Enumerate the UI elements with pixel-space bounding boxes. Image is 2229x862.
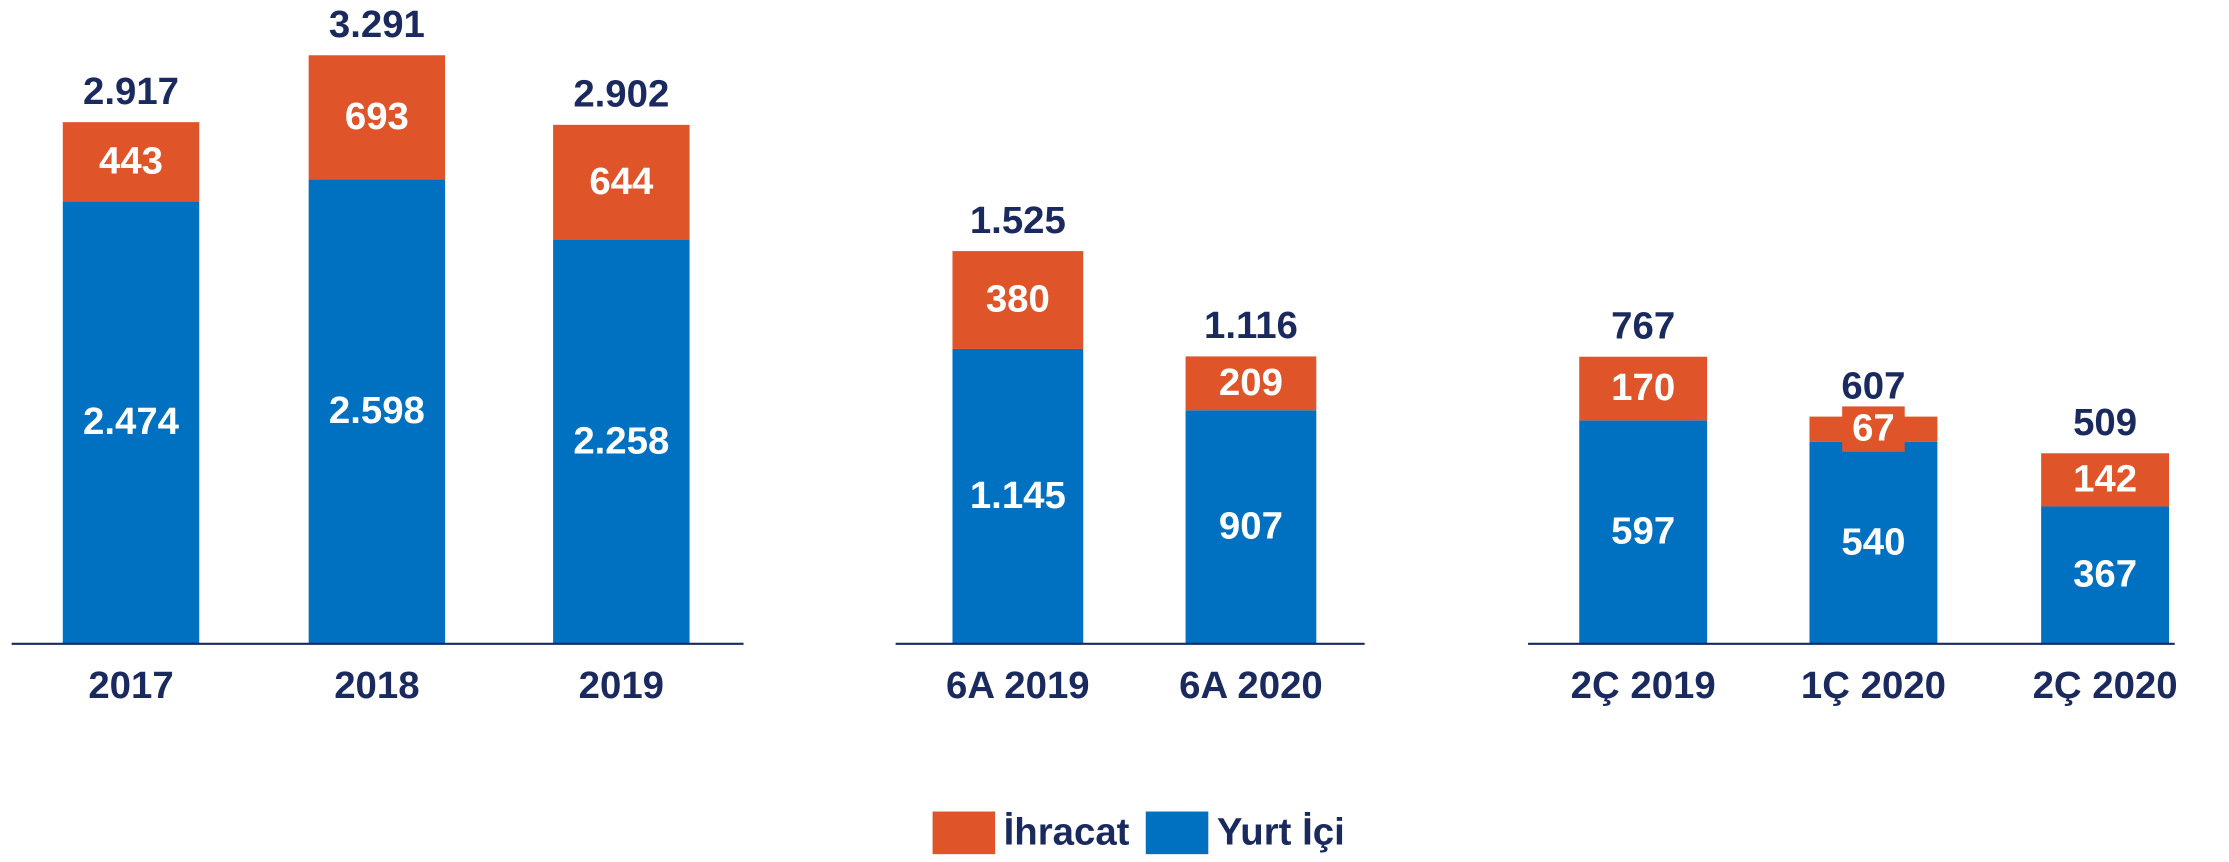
label-box [1842, 406, 1905, 452]
total-label: 3.291 [329, 3, 425, 46]
value-label: 693 [345, 95, 409, 138]
total-label: 767 [1611, 304, 1675, 347]
value-label: 170 [1611, 366, 1675, 409]
value-label: 209 [1219, 361, 1283, 404]
bar-segment [952, 348, 1084, 644]
value-label: 2.258 [573, 419, 669, 462]
legend-swatch [932, 811, 996, 855]
value-label: 540 [1841, 520, 1905, 563]
value-label: 380 [986, 278, 1050, 321]
bar-segment [1579, 420, 1708, 644]
total-label: 1.116 [1204, 304, 1298, 347]
value-label: 67 [1852, 407, 1895, 450]
bar-segment [2041, 453, 2170, 507]
x-tick-label: 6A 2019 [946, 664, 1090, 707]
value-label: 2.598 [329, 389, 425, 432]
value-label: 644 [589, 160, 654, 203]
x-tick-label: 2Ç 2020 [2033, 664, 2178, 707]
value-label: 907 [1219, 505, 1283, 548]
total-label: 2.902 [573, 73, 669, 116]
legend-label: Yurt İçi [1217, 810, 1345, 853]
bar-segment [1809, 441, 1938, 644]
bar-segment [1185, 410, 1317, 644]
bar-segment [553, 124, 690, 241]
value-label: 142 [2073, 457, 2137, 500]
bar-segment [62, 201, 200, 644]
legend-label: İhracat [1004, 810, 1130, 853]
bar-segment [308, 179, 446, 644]
total-label: 607 [1841, 364, 1905, 407]
x-tick-label: 2Ç 2019 [1571, 664, 1716, 707]
bar-segment [1185, 356, 1317, 411]
value-label: 597 [1611, 510, 1675, 553]
value-label: 367 [2073, 553, 2137, 596]
x-tick-label: 2017 [88, 664, 173, 707]
value-label: 1.145 [970, 474, 1066, 517]
value-label: 443 [99, 139, 163, 182]
bar-segment [2041, 506, 2170, 644]
x-tick-label: 2018 [334, 664, 419, 707]
bar-segment [952, 251, 1084, 349]
legend-swatch [1145, 811, 1209, 855]
x-tick-label: 2019 [579, 664, 664, 707]
bar-segment [62, 122, 200, 202]
bar-segment [308, 55, 446, 180]
total-label: 2.917 [83, 70, 179, 113]
bar-segment [1579, 356, 1708, 421]
total-label: 509 [2073, 401, 2137, 444]
total-label: 1.525 [970, 199, 1066, 242]
bar-segment [553, 240, 690, 644]
value-label: 2.474 [83, 400, 180, 443]
x-tick-label: 6A 2020 [1179, 664, 1323, 707]
x-tick-label: 1Ç 2020 [1801, 664, 1946, 707]
